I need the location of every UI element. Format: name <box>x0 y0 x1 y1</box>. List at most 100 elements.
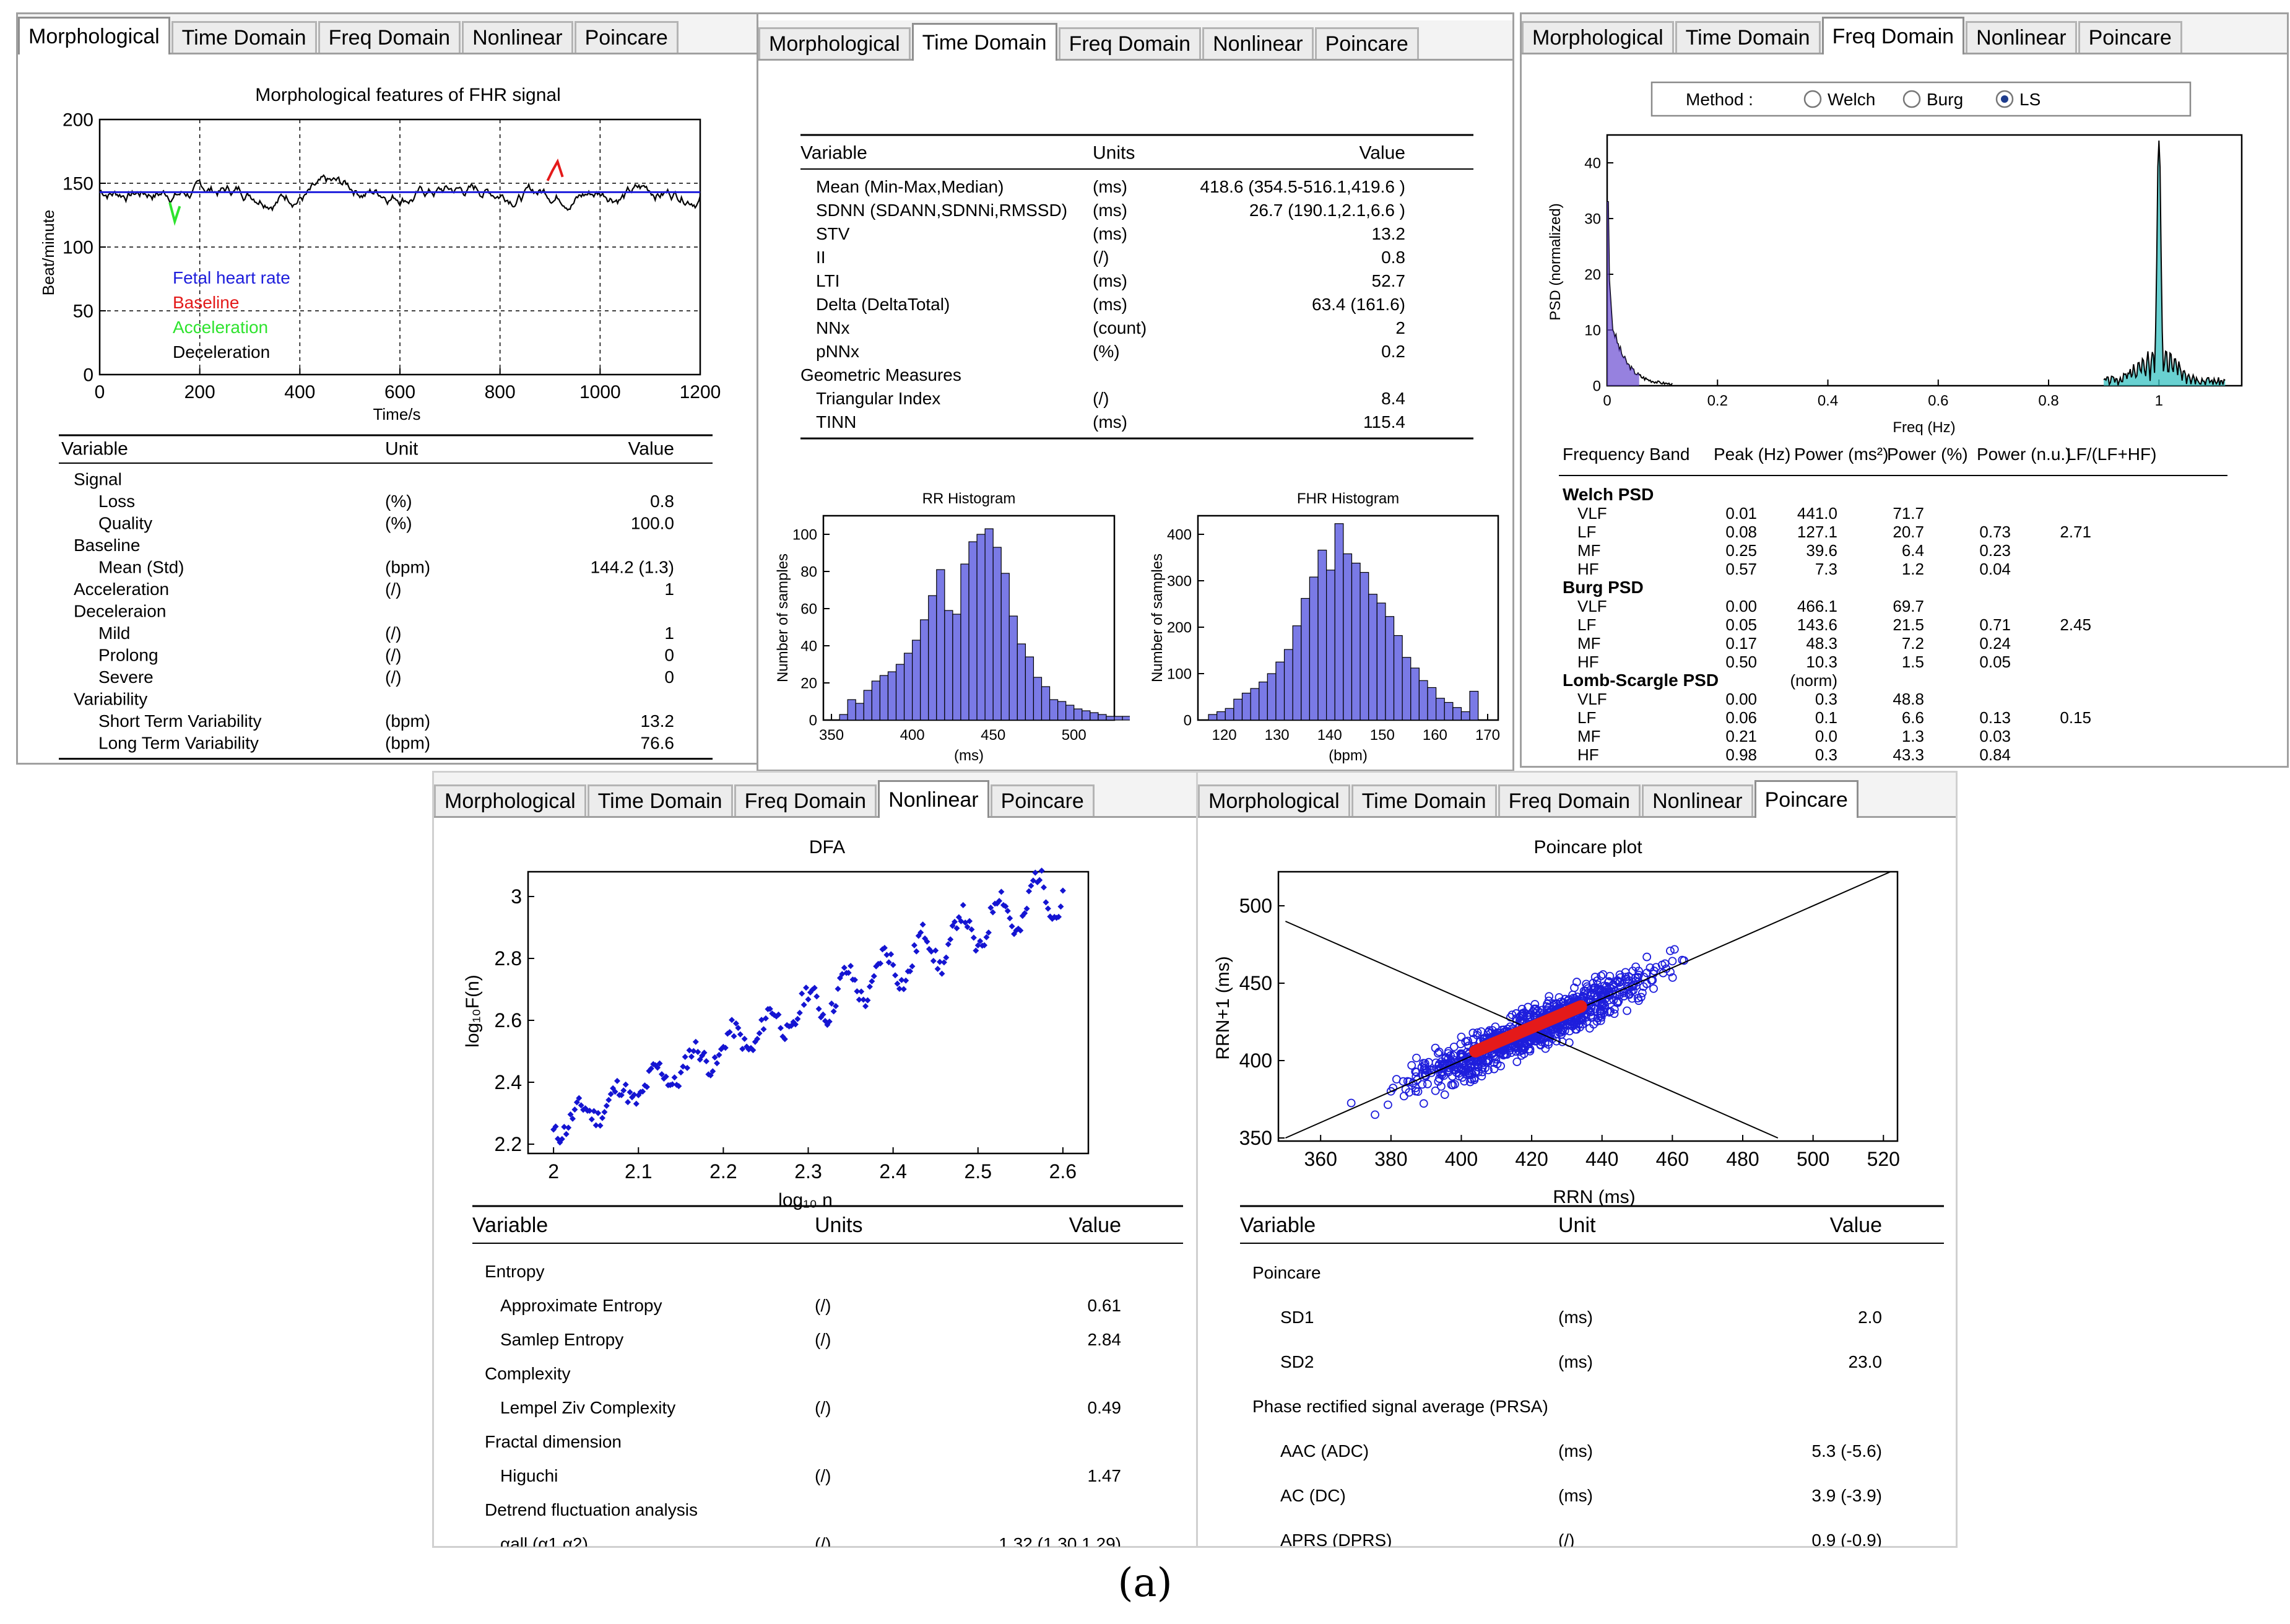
radio-burg[interactable]: Burg <box>1902 90 1963 109</box>
tab-freq-domain[interactable]: Freq Domain <box>1058 27 1202 59</box>
tab-time-domain[interactable]: Time Domain <box>171 21 317 53</box>
dfa-point <box>716 1051 722 1058</box>
poincare-point <box>1543 999 1552 1009</box>
row-value: 1.47 <box>1088 1466 1122 1485</box>
tab-poincare[interactable]: Poincare <box>990 784 1095 816</box>
poincare-point <box>1621 968 1630 977</box>
dfa-point <box>994 900 1000 907</box>
tab-nonlinear[interactable]: Nonlinear <box>1966 21 2077 53</box>
row-name: SDNN (SDANN,SDNNi,RMSSD) <box>816 201 1067 220</box>
freq-cell: 0.73 <box>1979 523 2011 541</box>
tab-morphological[interactable]: Morphological <box>1198 784 1350 816</box>
dfa-point <box>1002 903 1009 910</box>
freq-cell: 7.2 <box>1902 634 1924 653</box>
dfa-point <box>913 948 920 955</box>
dfa-point <box>1059 887 1066 894</box>
dfa-point <box>692 1038 699 1045</box>
time-domain-table: Variable Units Value Mean (Min-Max,Median) (… <box>800 134 1473 440</box>
tab-poincare[interactable]: Poincare <box>1314 27 1419 59</box>
radio-ls[interactable]: LS <box>1995 90 2041 109</box>
dfa-point <box>888 951 895 958</box>
tab-morphological[interactable]: Morphological <box>758 27 911 59</box>
x-tick-label: 0.8 <box>2038 393 2058 409</box>
row-name: STV <box>816 224 850 243</box>
dfa-point <box>877 960 884 967</box>
tab-poincare[interactable]: Poincare <box>2078 21 2182 53</box>
x-tick-label: 460 <box>1656 1148 1689 1170</box>
dfa-point <box>1023 905 1030 912</box>
row-unit: (bpm) <box>385 558 430 577</box>
freq-cell: 0.17 <box>1725 634 1757 653</box>
row-name: Baseline <box>74 536 140 555</box>
x-tick-label: 360 <box>1304 1148 1337 1170</box>
row-name: Samlep Entropy <box>500 1330 623 1349</box>
poincare-point <box>1605 1008 1614 1017</box>
poincare-point <box>1668 957 1677 966</box>
poincare-point <box>1633 973 1642 981</box>
poincare-point <box>1637 988 1647 997</box>
dfa-point <box>813 993 820 1000</box>
dfa-point <box>677 1069 684 1076</box>
radio-welch[interactable]: Welch <box>1803 90 1875 109</box>
tab-morphological[interactable]: Morphological <box>18 17 170 54</box>
row-value: 144.2 (1.3) <box>591 558 674 577</box>
tab-poincare[interactable]: Poincare <box>574 21 679 53</box>
tab-morphological[interactable]: Morphological <box>1522 21 1674 53</box>
poincare-point <box>1545 992 1554 1001</box>
dfa-point <box>869 978 875 984</box>
dfa-point <box>588 1116 595 1122</box>
tab-nonlinear[interactable]: Nonlinear <box>1642 784 1753 816</box>
dfa-point <box>866 983 873 990</box>
row-value: 1.32 (1.30,1.29) <box>999 1534 1121 1547</box>
poincare-point <box>1597 1013 1606 1022</box>
freq-cell: 0.05 <box>1979 653 2011 671</box>
histogram-bar <box>1275 661 1285 721</box>
freq-cell: LF <box>1577 523 1596 541</box>
tab-time-domain[interactable]: Time Domain <box>1351 784 1497 816</box>
nonlinear-table: Variable Units Value Entropy Approximate Ent… <box>472 1205 1183 1547</box>
x-tick-label: 400 <box>900 727 925 744</box>
tab-time-domain[interactable]: Time Domain <box>911 23 1057 61</box>
dfa-point <box>703 1058 709 1065</box>
x-tick-label: 2.1 <box>625 1160 652 1183</box>
poincare-point <box>1543 1027 1552 1036</box>
tab-freq-domain[interactable]: Freq Domain <box>1821 17 1965 54</box>
freq-cell: MF <box>1577 634 1601 653</box>
poincare-point <box>1636 992 1646 1002</box>
row-unit: (/) <box>385 623 401 643</box>
row-unit: (/) <box>385 667 401 687</box>
tab-nonlinear[interactable]: Nonlinear <box>462 21 573 53</box>
tab-poincare[interactable]: Poincare <box>1754 780 1858 818</box>
dfa-point <box>848 963 854 970</box>
tab-time-domain[interactable]: Time Domain <box>587 784 733 816</box>
tab-nonlinear[interactable]: Nonlinear <box>878 780 989 818</box>
freq-results-table: Frequency Band Peak (Hz) Power (ms²)Power … <box>1559 445 2227 764</box>
x-tick-label: 500 <box>1062 727 1086 744</box>
histogram-bar <box>871 680 880 721</box>
radio-welch-circle[interactable] <box>1803 90 1822 108</box>
radio-burg-circle[interactable] <box>1902 90 1921 108</box>
tab-freq-domain[interactable]: Freq Domain <box>734 784 877 816</box>
dfa-point <box>558 1135 565 1142</box>
tab-nonlinear[interactable]: Nonlinear <box>1202 27 1314 59</box>
dfa-point <box>873 963 880 970</box>
dfa-point <box>578 1102 584 1109</box>
psd-vlf-fill <box>1607 202 1639 386</box>
dfa-point <box>571 1106 578 1113</box>
poincare-point <box>1451 1080 1459 1089</box>
x-tick-label: 480 <box>1726 1148 1759 1170</box>
group-title: Burg PSD <box>1563 578 1644 597</box>
table-header: Units <box>1093 143 1135 163</box>
method-selector: Method : Welch Burg LS <box>1650 81 2192 117</box>
tab-morphological[interactable]: Morphological <box>434 784 586 816</box>
dfa-point <box>599 1114 605 1121</box>
dfa-point <box>627 1089 633 1096</box>
dfa-point <box>885 959 892 966</box>
row-name: Geometric Measures <box>800 365 961 384</box>
tab-freq-domain[interactable]: Freq Domain <box>318 21 461 53</box>
poincare-point <box>1478 1067 1487 1077</box>
tab-freq-domain[interactable]: Freq Domain <box>1498 784 1641 816</box>
freq-cell: 0.0 <box>1815 727 1837 745</box>
poincare-point <box>1425 1065 1434 1074</box>
tab-time-domain[interactable]: Time Domain <box>1675 21 1821 53</box>
